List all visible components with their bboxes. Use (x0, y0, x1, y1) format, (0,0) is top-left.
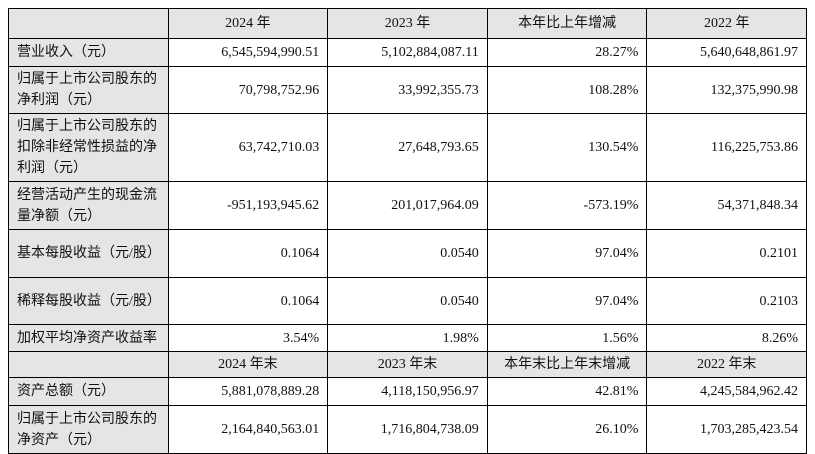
cell-value: 1,716,804,738.09 (327, 405, 488, 454)
column-header-2023-end: 2023 年末 (327, 351, 488, 378)
column-header-2024-end: 2024 年末 (167, 351, 329, 378)
cell-value: 27,648,793.65 (327, 113, 488, 182)
cell-value: 0.0540 (327, 277, 488, 325)
cell-value: 1,703,285,423.54 (646, 405, 807, 454)
cell-value: 6,545,594,990.51 (167, 38, 329, 67)
cell-value: 2,164,840,563.01 (167, 405, 329, 454)
table-row-total-assets: 资产总额（元） 5,881,078,889.28 4,118,150,956.9… (8, 377, 807, 406)
column-header-2022: 2022 年 (646, 8, 807, 39)
column-header-blank (8, 8, 169, 39)
cell-value: 54,371,848.34 (646, 181, 807, 230)
cell-value: 0.0540 (327, 229, 488, 278)
cell-value: 33,992,355.73 (327, 66, 488, 114)
cell-value: 4,245,584,962.42 (646, 377, 807, 406)
cell-value: 8.26% (646, 324, 807, 352)
table-row-net-profit-excl-nonrecurring: 归属于上市公司股东的扣除非经常性损益的净利润（元） 63,742,710.03 … (8, 113, 807, 182)
cell-value: 28.27% (486, 38, 648, 67)
cell-value: 26.10% (486, 405, 648, 454)
cell-value: 0.2101 (646, 229, 807, 278)
cell-value: 0.1064 (167, 229, 329, 278)
cell-value: 0.2103 (646, 277, 807, 325)
cell-value: 4,118,150,956.97 (327, 377, 488, 406)
table-row-operating-cash-flow: 经营活动产生的现金流量净额（元） -951,193,945.62 201,017… (8, 181, 807, 230)
cell-value: 5,102,884,087.11 (327, 38, 488, 67)
table-row-net-profit: 归属于上市公司股东的净利润（元） 70,798,752.96 33,992,35… (8, 66, 807, 114)
row-label: 经营活动产生的现金流量净额（元） (8, 181, 169, 230)
cell-value: 5,640,648,861.97 (646, 38, 807, 67)
cell-value: 1.56% (486, 324, 648, 352)
cell-value: 5,881,078,889.28 (167, 377, 329, 406)
cell-value: 116,225,753.86 (646, 113, 807, 182)
row-label: 归属于上市公司股东的净资产（元） (8, 405, 169, 454)
column-header-2023: 2023 年 (327, 8, 488, 39)
row-label: 加权平均净资产收益率 (8, 324, 169, 352)
table-header-row-year-end: 2024 年末 2023 年末 本年末比上年末增减 2022 年末 (8, 351, 807, 378)
column-header-blank (8, 351, 169, 378)
cell-value: 1.98% (327, 324, 488, 352)
table-row-revenue: 营业收入（元） 6,545,594,990.51 5,102,884,087.1… (8, 38, 807, 67)
financial-summary-table: 2024 年 2023 年 本年比上年增减 2022 年 营业收入（元） 6,5… (8, 8, 807, 454)
cell-value: 130.54% (486, 113, 648, 182)
table-row-diluted-eps: 稀释每股收益（元/股） 0.1064 0.0540 97.04% 0.2103 (8, 277, 807, 325)
cell-value: 63,742,710.03 (167, 113, 329, 182)
row-label: 稀释每股收益（元/股） (8, 277, 169, 325)
column-header-year-end-change: 本年末比上年末增减 (486, 351, 648, 378)
cell-value: -573.19% (486, 181, 648, 230)
row-label: 营业收入（元） (8, 38, 169, 67)
table-row-basic-eps: 基本每股收益（元/股） 0.1064 0.0540 97.04% 0.2101 (8, 229, 807, 278)
cell-value: 97.04% (486, 277, 648, 325)
row-label: 归属于上市公司股东的净利润（元） (8, 66, 169, 114)
cell-value: 3.54% (167, 324, 329, 352)
cell-value: 42.81% (486, 377, 648, 406)
table-header-row-annual: 2024 年 2023 年 本年比上年增减 2022 年 (8, 8, 807, 39)
table-row-weighted-avg-roe: 加权平均净资产收益率 3.54% 1.98% 1.56% 8.26% (8, 324, 807, 352)
cell-value: 108.28% (486, 66, 648, 114)
cell-value: 70,798,752.96 (167, 66, 329, 114)
row-label: 归属于上市公司股东的扣除非经常性损益的净利润（元） (8, 113, 169, 182)
cell-value: 132,375,990.98 (646, 66, 807, 114)
column-header-2024: 2024 年 (167, 8, 329, 39)
cell-value: 201,017,964.09 (327, 181, 488, 230)
table-row-net-assets: 归属于上市公司股东的净资产（元） 2,164,840,563.01 1,716,… (8, 405, 807, 454)
cell-value: 97.04% (486, 229, 648, 278)
financial-summary: 2024 年 2023 年 本年比上年增减 2022 年 营业收入（元） 6,5… (8, 8, 807, 454)
cell-value: -951,193,945.62 (167, 181, 329, 230)
cell-value: 0.1064 (167, 277, 329, 325)
row-label: 基本每股收益（元/股） (8, 229, 169, 278)
column-header-yoy-change: 本年比上年增减 (486, 8, 648, 39)
row-label: 资产总额（元） (8, 377, 169, 406)
column-header-2022-end: 2022 年末 (646, 351, 807, 378)
